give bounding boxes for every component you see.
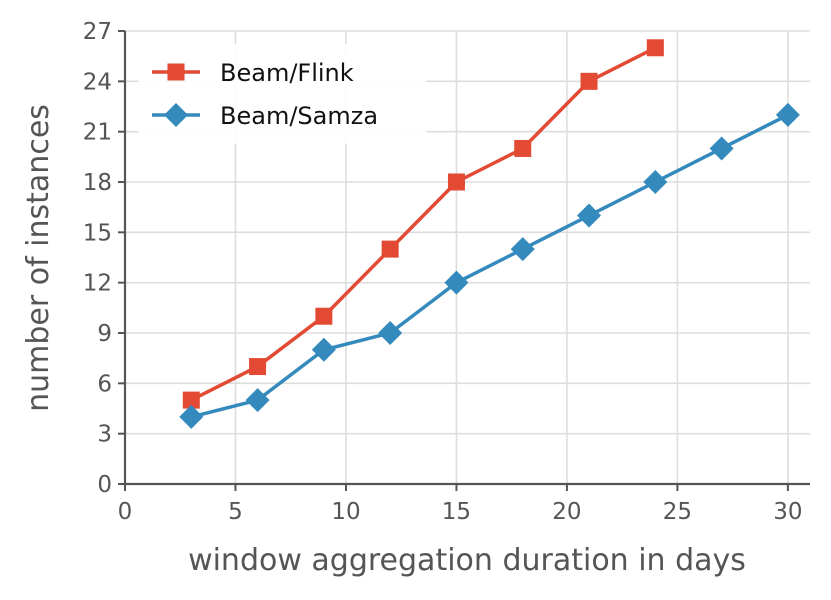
series-layer [179,39,800,429]
y-tick-label: 6 [97,371,112,397]
y-axis-title: number of instances [21,104,56,412]
x-tick-label: 20 [552,499,581,525]
data-point [709,136,734,161]
data-point [775,102,800,127]
legend-entry: Beam/Samza [152,102,378,130]
legend-marker [164,103,188,127]
y-tick-label: 21 [83,120,112,146]
legend-box [138,44,426,144]
data-point [580,72,598,90]
y-tick-label: 3 [97,422,112,448]
data-point [249,358,267,376]
data-point [510,237,535,262]
data-point [646,39,664,57]
x-tick-label: 30 [773,499,802,525]
y-tick-label: 9 [97,321,112,347]
data-point [378,321,403,345]
data-point [182,391,200,409]
data-point [577,203,602,228]
legend: Beam/Flink Beam/Samza [138,44,426,144]
y-axis-ticks: 0 3 6 9 12 15 18 21 24 27 [83,19,125,498]
data-point [643,170,668,194]
legend-marker [167,63,185,81]
y-tick-label: 12 [83,271,112,297]
data-point [444,270,469,295]
x-axis-ticks: 0 5 10 15 20 25 30 [118,484,803,525]
series-beam-flink [182,39,664,409]
y-tick-label: 27 [83,19,112,45]
x-tick-label: 25 [663,499,692,525]
data-point [179,404,204,429]
data-point [311,337,336,362]
legend-label: Beam/Flink [220,59,354,87]
y-tick-label: 18 [83,170,112,196]
x-tick-label: 0 [118,499,133,525]
series-line [190,46,657,402]
y-tick-label: 0 [97,472,112,498]
series-beam-samza [179,102,800,429]
x-tick-label: 5 [228,499,243,525]
data-point [315,307,333,325]
data-point [245,388,270,413]
x-axis-title: window aggregation duration in days [188,543,746,578]
y-tick-label: 24 [83,69,112,95]
legend-entry: Beam/Flink [152,59,354,87]
series-line [190,113,789,419]
data-point [381,240,399,258]
y-tick-label: 15 [83,220,112,246]
legend-label: Beam/Samza [220,102,378,130]
x-tick-label: 15 [442,499,471,525]
x-tick-label: 10 [331,499,360,525]
data-point [514,139,532,157]
data-point [447,173,465,191]
axes [123,31,810,486]
